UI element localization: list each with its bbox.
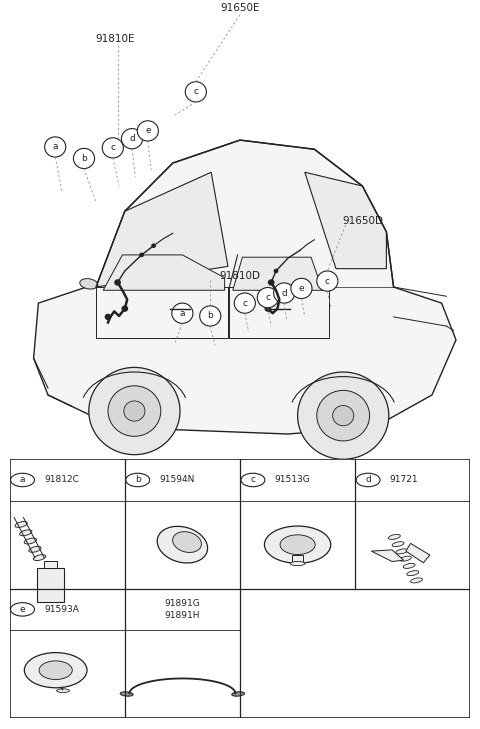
Text: 91594N: 91594N	[159, 475, 195, 485]
Circle shape	[114, 279, 121, 286]
Circle shape	[73, 148, 95, 168]
Ellipse shape	[392, 542, 404, 547]
Polygon shape	[96, 287, 228, 338]
Circle shape	[234, 293, 255, 313]
Ellipse shape	[173, 531, 202, 553]
Circle shape	[200, 306, 221, 326]
Circle shape	[108, 386, 161, 436]
Circle shape	[264, 305, 271, 312]
Circle shape	[280, 535, 315, 555]
Polygon shape	[406, 543, 430, 563]
Ellipse shape	[34, 555, 46, 561]
Ellipse shape	[57, 689, 70, 693]
Text: c: c	[110, 144, 115, 152]
Circle shape	[124, 401, 145, 421]
Ellipse shape	[29, 547, 41, 553]
Text: b: b	[81, 154, 87, 163]
Text: e: e	[145, 126, 151, 136]
Circle shape	[151, 243, 156, 248]
Text: a: a	[20, 475, 25, 485]
Circle shape	[105, 313, 111, 320]
Text: b: b	[135, 475, 141, 485]
Circle shape	[317, 271, 338, 291]
Polygon shape	[372, 550, 404, 561]
Polygon shape	[229, 287, 329, 338]
Text: d: d	[281, 289, 287, 297]
Ellipse shape	[290, 561, 305, 566]
Text: 91891G
91891H: 91891G 91891H	[165, 599, 200, 620]
Bar	[44, 561, 57, 568]
Ellipse shape	[396, 549, 408, 554]
Bar	[292, 555, 303, 563]
Text: b: b	[207, 311, 213, 321]
Ellipse shape	[407, 571, 419, 576]
Circle shape	[298, 372, 389, 459]
Text: d: d	[129, 134, 135, 143]
Circle shape	[45, 137, 66, 157]
Circle shape	[185, 82, 206, 102]
Ellipse shape	[232, 692, 244, 696]
Polygon shape	[96, 140, 394, 287]
Text: 91650D: 91650D	[342, 216, 383, 226]
Circle shape	[89, 367, 180, 455]
Circle shape	[121, 305, 128, 312]
Text: c: c	[251, 475, 255, 485]
Circle shape	[257, 287, 278, 308]
Text: e: e	[299, 284, 304, 293]
Ellipse shape	[20, 530, 32, 536]
Text: 91513G: 91513G	[275, 475, 310, 485]
Ellipse shape	[403, 564, 415, 569]
Bar	[37, 568, 64, 601]
Circle shape	[317, 391, 370, 441]
Text: c: c	[193, 87, 198, 96]
Circle shape	[268, 279, 275, 286]
Text: 91810D: 91810D	[219, 271, 261, 281]
Circle shape	[121, 128, 143, 149]
Polygon shape	[96, 172, 228, 287]
Text: 91650E: 91650E	[220, 3, 260, 13]
Text: 91812C: 91812C	[44, 475, 79, 485]
Circle shape	[333, 405, 354, 426]
Circle shape	[264, 526, 331, 564]
Circle shape	[137, 121, 158, 141]
Text: a: a	[180, 308, 185, 318]
Ellipse shape	[157, 526, 208, 563]
Text: e: e	[20, 605, 25, 614]
Ellipse shape	[399, 556, 411, 561]
Ellipse shape	[24, 538, 36, 544]
Circle shape	[172, 303, 193, 324]
Circle shape	[102, 138, 123, 158]
Polygon shape	[305, 172, 386, 269]
Ellipse shape	[410, 578, 422, 583]
Text: 91721: 91721	[390, 475, 419, 485]
Text: 91593A: 91593A	[44, 605, 79, 614]
Ellipse shape	[120, 692, 133, 696]
Circle shape	[139, 253, 144, 257]
Circle shape	[274, 283, 295, 303]
Text: c: c	[242, 299, 247, 308]
Ellipse shape	[80, 278, 98, 289]
Ellipse shape	[388, 534, 400, 539]
Ellipse shape	[15, 521, 27, 527]
Polygon shape	[34, 287, 456, 434]
Text: c: c	[325, 276, 330, 286]
Text: c: c	[265, 293, 270, 302]
Circle shape	[24, 652, 87, 687]
Circle shape	[274, 269, 278, 273]
Circle shape	[291, 278, 312, 299]
Text: a: a	[52, 142, 58, 152]
Circle shape	[39, 661, 72, 679]
Polygon shape	[103, 255, 225, 290]
Text: d: d	[365, 475, 371, 485]
Text: 91810E: 91810E	[96, 34, 135, 44]
Polygon shape	[233, 257, 323, 290]
